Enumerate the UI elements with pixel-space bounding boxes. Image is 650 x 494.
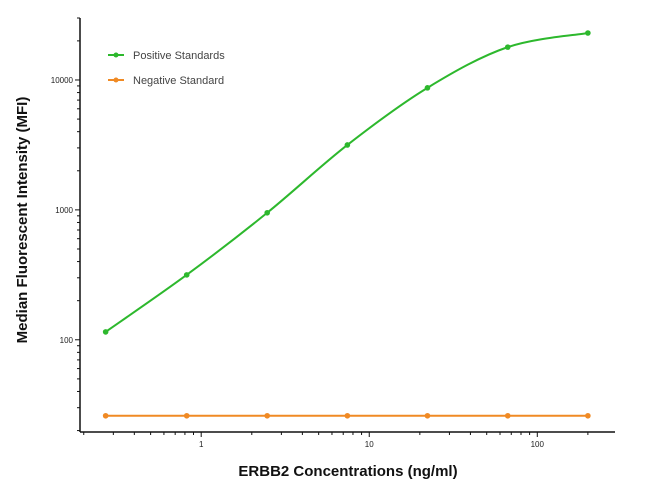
data-point-positive — [424, 85, 431, 91]
data-point-negative — [102, 412, 109, 419]
x-tick-label: 10 — [365, 440, 374, 449]
x-tick-label: 1 — [199, 440, 204, 449]
data-point-negative — [264, 412, 270, 419]
data-point-positive — [344, 142, 351, 148]
y-axis-title: Median Fluorescent Intensity (MFI) — [14, 97, 31, 344]
data-point-negative — [585, 412, 591, 419]
data-point-negative — [183, 412, 190, 419]
legend-label: Negative Standard — [133, 75, 224, 87]
data-point-positive — [585, 30, 591, 36]
x-axis-title: ERBB2 Concentrations (ng/ml) — [238, 463, 457, 480]
data-point-negative — [344, 412, 351, 419]
y-tick-label: 100 — [60, 336, 74, 345]
series-group — [102, 30, 591, 419]
legend: Positive Standards Negative Standard — [108, 50, 225, 87]
legend-swatch-marker — [113, 77, 119, 83]
legend-label: Positive Standards — [133, 50, 225, 62]
y-tick-label: 10000 — [51, 76, 74, 85]
data-point-negative — [504, 412, 511, 419]
axes: 1 10 100 100 1000 10000 — [51, 17, 615, 449]
data-point-positive — [504, 44, 511, 50]
legend-swatch-marker — [113, 52, 119, 58]
x-tick-label: 100 — [531, 440, 545, 449]
y-tick-label: 1000 — [55, 206, 73, 215]
data-point-positive — [264, 209, 270, 216]
data-point-negative — [424, 412, 431, 419]
data-point-positive — [183, 272, 190, 278]
data-point-positive — [102, 329, 109, 335]
